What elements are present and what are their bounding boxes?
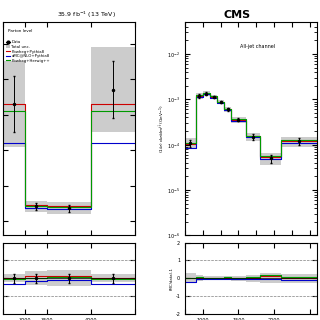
Text: All-jet channel: All-jet channel [240, 44, 276, 49]
Y-axis label: (1/$\sigma$) d$\sigma$/dm$^{t\bar{t}}$ (GeV$^{-1}$): (1/$\sigma$) d$\sigma$/dm$^{t\bar{t}}$ (… [157, 105, 166, 153]
Text: Parton level: Parton level [8, 29, 33, 33]
Text: CMS: CMS [223, 10, 250, 20]
Text: 35.9 fb$^{-1}$ (13 TeV): 35.9 fb$^{-1}$ (13 TeV) [57, 10, 116, 20]
Y-axis label: (MC/data)-1: (MC/data)-1 [170, 267, 174, 290]
Legend: Data, Total unc., Powheg+Pythia8, aMC@NLO+Pythia8, Powheg+Herwig++: Data, Total unc., Powheg+Pythia8, aMC@NL… [5, 39, 51, 64]
